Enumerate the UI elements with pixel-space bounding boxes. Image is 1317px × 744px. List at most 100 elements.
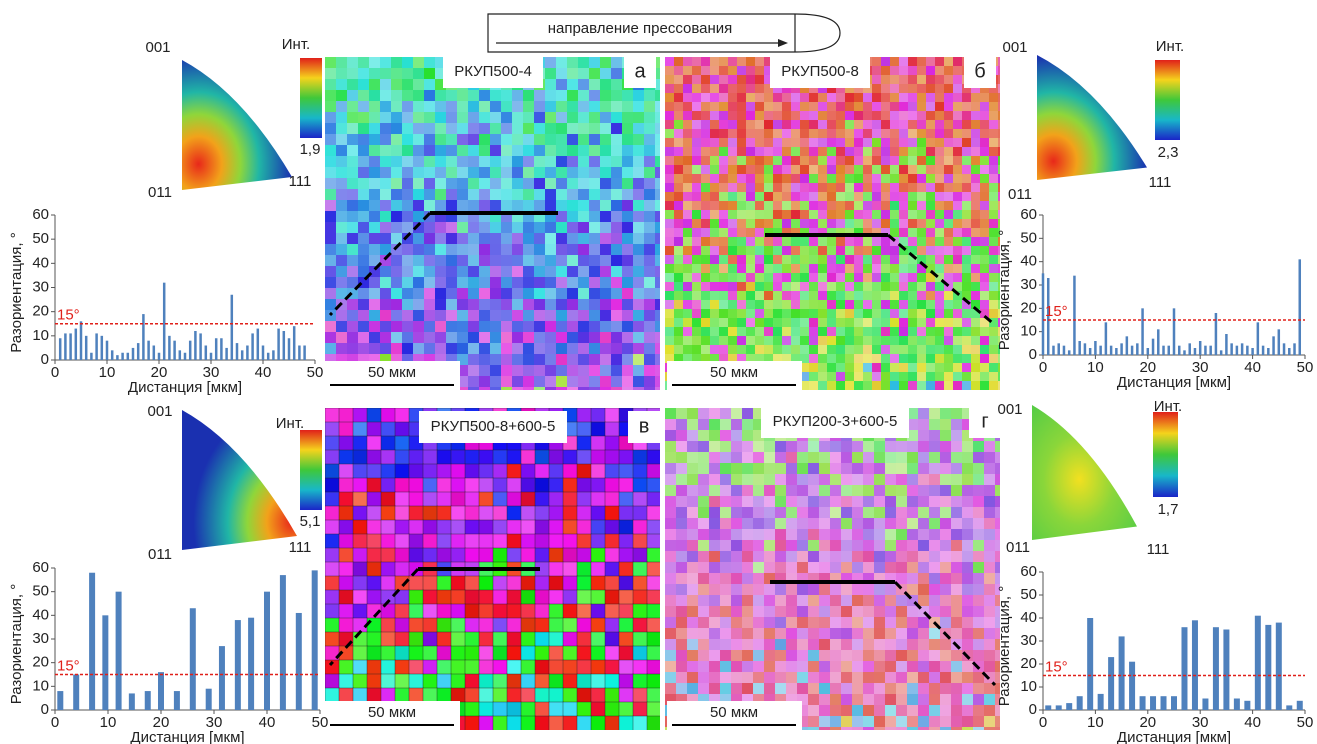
map-grain (369, 321, 381, 333)
map-grain (881, 237, 891, 247)
scale-bar-label: 50 мкм (710, 704, 758, 721)
map-grain (674, 336, 684, 346)
map-grain (665, 474, 677, 486)
map-grain (395, 688, 410, 703)
map-grain (764, 518, 776, 530)
map-grain (710, 102, 720, 112)
map-grain (984, 606, 996, 618)
map-grain (940, 562, 952, 574)
map-grain (800, 120, 810, 130)
map-grain (935, 246, 945, 256)
map-grain (521, 618, 536, 633)
map-grain (764, 485, 776, 497)
map-grain (490, 233, 502, 245)
map-grain (633, 576, 648, 591)
map-grain (698, 573, 710, 585)
map-grain (325, 632, 340, 647)
map-grain (899, 264, 909, 274)
map-grain (523, 376, 535, 388)
map-grain (535, 464, 550, 479)
map-grain (899, 255, 909, 265)
map-grain (578, 299, 590, 311)
map-grain (917, 156, 927, 166)
map-grain (521, 478, 536, 493)
bar (236, 343, 239, 360)
map-grain (698, 419, 710, 431)
map-grain (940, 683, 952, 695)
map-grain (512, 288, 524, 300)
map-grain (674, 120, 684, 130)
map-grain (737, 84, 747, 94)
map-grain (728, 156, 738, 166)
bar (1297, 701, 1303, 710)
bar (231, 295, 234, 360)
bar (1057, 343, 1060, 355)
map-grain (437, 520, 452, 535)
map-grain (782, 201, 792, 211)
map-grain (926, 111, 936, 121)
map-grain (446, 222, 458, 234)
map-grain (775, 650, 787, 662)
map-grain (773, 246, 783, 256)
map-grain (995, 518, 1007, 530)
map-grain (973, 639, 985, 651)
map-grain (827, 129, 837, 139)
map-grain (989, 372, 999, 382)
map-grain (380, 145, 392, 157)
map-grain (742, 628, 754, 640)
map-grain (944, 57, 954, 67)
map-grain (737, 156, 747, 166)
map-grain (782, 129, 792, 139)
map-grain (605, 492, 620, 507)
map-grain (339, 590, 354, 605)
map-grain (836, 129, 846, 139)
map-grain (395, 464, 410, 479)
map-grain (577, 590, 592, 605)
bar (1108, 657, 1114, 710)
map-grain (917, 138, 927, 148)
map-grain (409, 688, 424, 703)
map-grain (720, 650, 732, 662)
map-grain (501, 299, 513, 311)
map-grain (556, 266, 568, 278)
map-grain (701, 300, 711, 310)
x-tick-label: 10 (99, 364, 116, 381)
map-grain (692, 291, 702, 301)
map-grain (953, 327, 963, 337)
map-grain (940, 485, 952, 497)
map-grain (746, 228, 756, 238)
map-grain (863, 529, 875, 541)
map-grain (841, 474, 853, 486)
map-grain (479, 244, 491, 256)
bar (1220, 350, 1223, 355)
map-grain (395, 660, 410, 675)
map-grain (995, 496, 1007, 508)
map-grain (827, 354, 837, 364)
map-grain (984, 628, 996, 640)
map-grain (973, 463, 985, 475)
map-grain (710, 264, 720, 274)
map-grain (457, 134, 469, 146)
map-grain (809, 102, 819, 112)
map-grain (917, 291, 927, 301)
map-grain (971, 228, 981, 238)
map-grain (836, 201, 846, 211)
map-grain (451, 534, 466, 549)
map-grain (918, 694, 930, 706)
map-grain (885, 562, 897, 574)
map-grain (845, 201, 855, 211)
map-grain (944, 336, 954, 346)
map-grain (479, 90, 491, 102)
map-grain (764, 606, 776, 618)
map-grain (926, 93, 936, 103)
map-grain (918, 562, 930, 574)
bar (1251, 348, 1254, 355)
map-grain (872, 111, 882, 121)
map-grain (446, 90, 458, 102)
map-grain (687, 683, 699, 695)
map-grain (818, 345, 828, 355)
map-grain (830, 617, 842, 629)
map-grain (764, 529, 776, 541)
map-grain (973, 727, 985, 739)
map-grain (935, 291, 945, 301)
